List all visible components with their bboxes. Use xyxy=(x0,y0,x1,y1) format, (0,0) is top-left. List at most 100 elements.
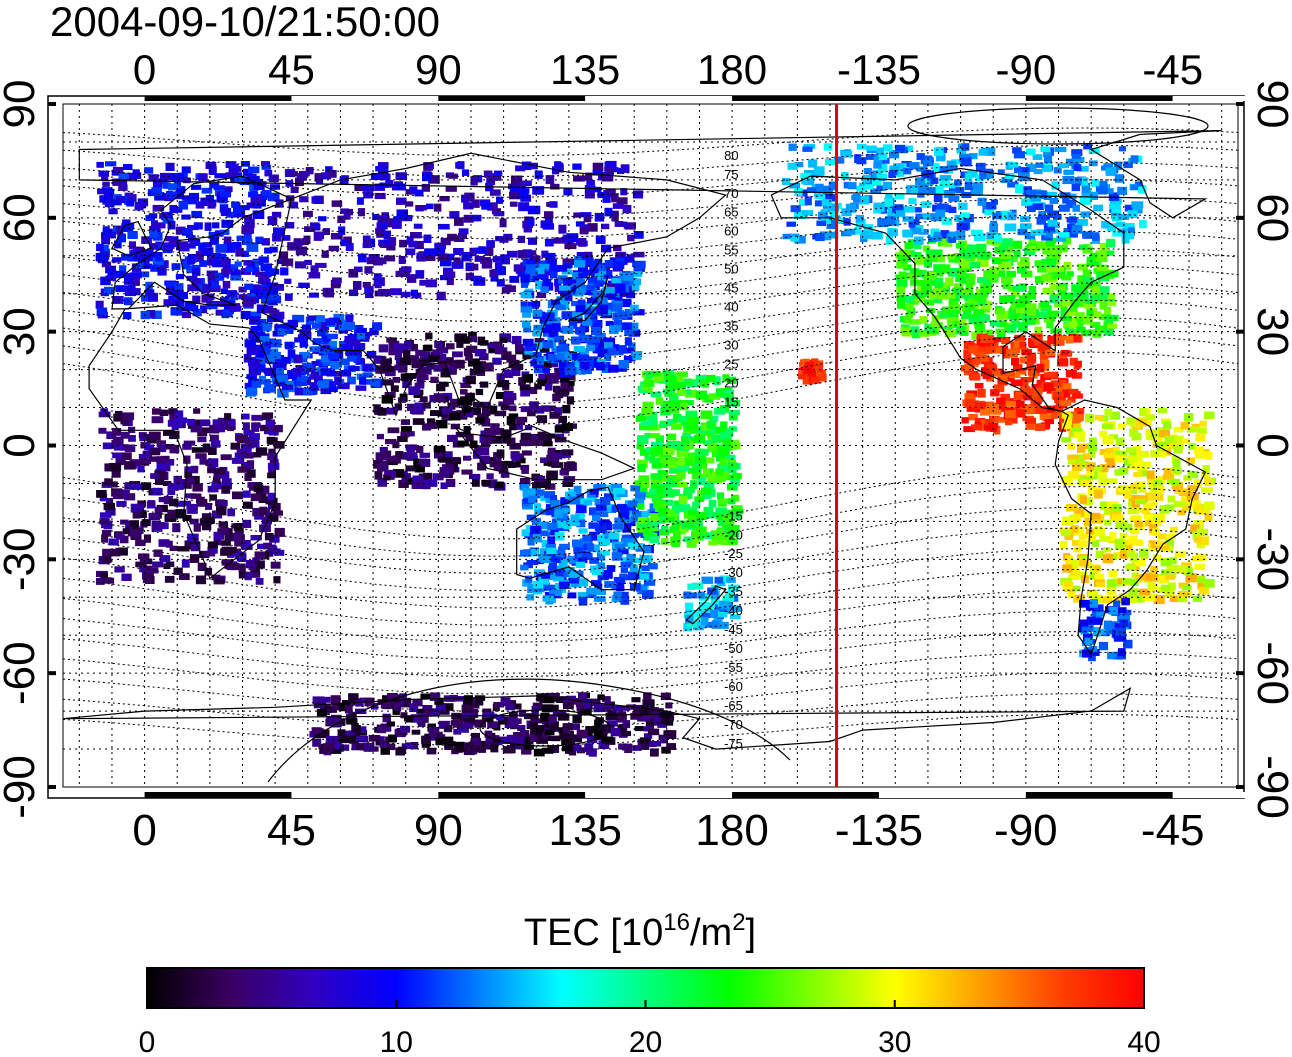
tec-pixel xyxy=(589,260,601,270)
tec-pixel xyxy=(616,585,625,592)
tec-pixel xyxy=(1010,305,1021,315)
tec-pixel xyxy=(224,533,234,541)
tec-pixel xyxy=(405,431,415,437)
tec-pixel xyxy=(964,172,973,182)
tec-pixel xyxy=(1181,496,1189,505)
tec-pixel xyxy=(442,406,453,415)
tec-pixel xyxy=(138,432,147,439)
tec-pixel xyxy=(1063,480,1074,486)
tec-pixel xyxy=(964,294,976,302)
tec-pixel xyxy=(935,185,944,194)
tec-pixel xyxy=(1063,475,1073,484)
tec-pixel xyxy=(547,522,558,530)
tec-pixel xyxy=(612,523,623,530)
tec-pixel xyxy=(1067,396,1076,403)
tec-pixel xyxy=(908,198,917,205)
tec-pixel xyxy=(198,173,208,182)
tec-pixel xyxy=(382,695,391,704)
tec-pixel xyxy=(522,374,533,383)
tec-pixel xyxy=(213,536,222,546)
tec-pixel xyxy=(1174,550,1186,558)
tec-pixel xyxy=(373,460,384,469)
tec-pixel xyxy=(701,379,709,388)
tec-pixel xyxy=(990,389,1000,397)
tec-pixel xyxy=(930,321,941,327)
tec-pixel xyxy=(1032,203,1044,210)
tec-pixel xyxy=(345,314,354,320)
tec-pixel xyxy=(1180,421,1190,430)
tec-pixel xyxy=(1121,597,1130,606)
tec-pixel xyxy=(182,195,190,201)
tec-pixel xyxy=(666,478,675,487)
tec-pixel xyxy=(827,204,839,213)
tec-pixel xyxy=(522,309,532,318)
tec-pixel xyxy=(574,256,583,262)
tec-pixel xyxy=(507,285,516,291)
tec-pixel xyxy=(534,406,545,414)
tec-pixel xyxy=(940,264,951,271)
tec-pixel xyxy=(1025,377,1034,383)
tec-pixel xyxy=(708,393,721,400)
tec-pixel xyxy=(426,747,437,755)
tec-pixel xyxy=(521,180,532,187)
tec-pixel xyxy=(426,203,434,210)
tec-pixel xyxy=(1099,536,1111,542)
tec-pixel xyxy=(645,370,658,379)
tec-region xyxy=(95,408,285,585)
tec-pixel xyxy=(1204,501,1215,510)
tec-pixel xyxy=(986,172,994,179)
tec-pixel xyxy=(1182,438,1190,444)
tec-pixel xyxy=(876,173,888,180)
tec-pixel xyxy=(640,448,650,456)
tec-pixel xyxy=(463,202,474,210)
tec-pixel xyxy=(1021,198,1030,207)
tec-pixel xyxy=(370,380,381,387)
tec-pixel xyxy=(112,492,124,500)
tec-pixel xyxy=(520,549,531,557)
tec-pixel xyxy=(708,488,716,497)
tec-pixel xyxy=(547,536,555,544)
tec-pixel xyxy=(270,561,281,569)
tec-pixel xyxy=(277,328,287,336)
tec-pixel xyxy=(447,434,458,442)
tec-pixel xyxy=(104,478,113,485)
tec-pixel xyxy=(974,402,985,410)
tec-pixel xyxy=(1114,633,1127,642)
tec-pixel xyxy=(647,417,658,427)
tec-pixel xyxy=(1084,413,1095,423)
tec-pixel xyxy=(726,577,736,583)
tec-pixel xyxy=(1096,611,1105,617)
tec-pixel xyxy=(1163,421,1172,430)
tec-pixel xyxy=(313,702,325,709)
tec-pixel xyxy=(915,177,925,185)
tec-pixel xyxy=(251,284,261,292)
tec-pixel xyxy=(656,485,666,494)
tec-pixel xyxy=(154,470,167,480)
tec-pixel xyxy=(200,305,208,314)
tec-pixel xyxy=(435,419,448,429)
tec-pixel xyxy=(509,201,518,207)
tec-pixel xyxy=(558,727,566,734)
tec-pixel xyxy=(279,251,289,260)
tec-pixel xyxy=(576,519,586,528)
tec-pixel xyxy=(453,696,465,702)
tec-pixel xyxy=(458,336,470,344)
tec-pixel xyxy=(1033,396,1044,402)
tec-pixel xyxy=(1104,519,1112,526)
tec-pixel xyxy=(515,348,523,355)
tec-pixel xyxy=(1159,505,1170,514)
tec-pixel xyxy=(121,223,134,232)
tec-pixel xyxy=(1198,536,1209,546)
tec-pixel xyxy=(605,160,617,170)
tec-pixel xyxy=(356,197,364,205)
tec-pixel xyxy=(1006,348,1018,358)
tec-pixel xyxy=(552,393,561,402)
tec-pixel xyxy=(141,519,151,527)
tec-pixel xyxy=(967,298,978,304)
tec-pixel xyxy=(1036,229,1046,235)
tec-pixel xyxy=(202,284,210,294)
tec-pixel xyxy=(908,162,920,170)
tec-pixel xyxy=(855,214,864,223)
tec-pixel xyxy=(1130,528,1140,535)
tec-pixel xyxy=(312,322,322,329)
